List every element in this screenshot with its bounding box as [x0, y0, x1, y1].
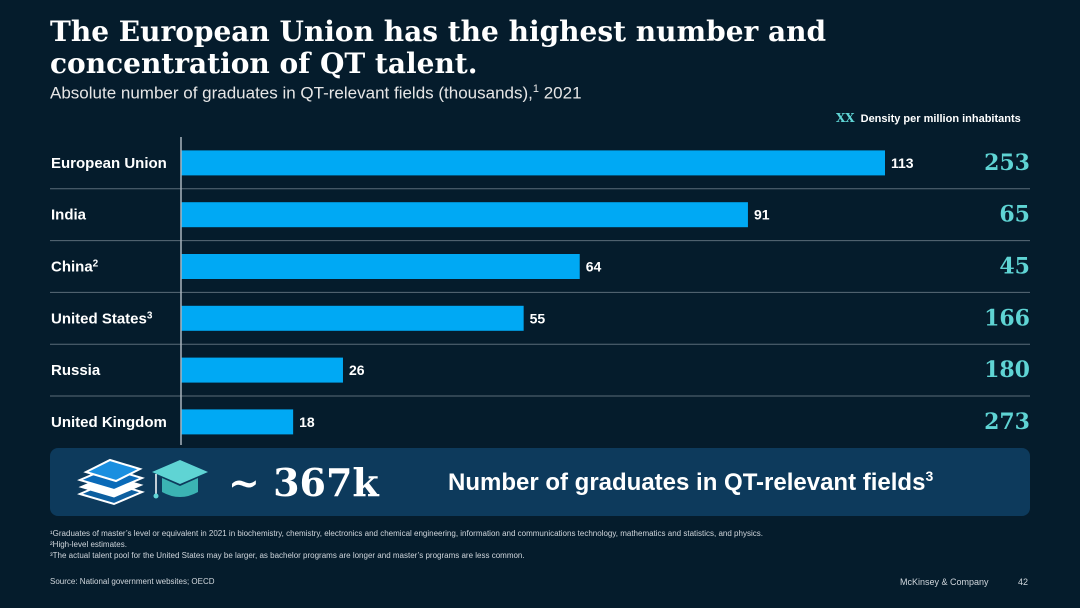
page-title: The European Union has the highest numbe… — [50, 15, 827, 80]
bar-value-label: 113 — [891, 155, 914, 171]
density-value: 45 — [999, 254, 1030, 280]
chart-subtitle: Absolute number of graduates in QT-relev… — [50, 83, 582, 103]
graduation-cap-icon — [152, 460, 208, 499]
density-legend: XX Density per million inhabitants — [836, 111, 1021, 125]
category-label: United States3 — [51, 310, 153, 327]
bar-value-label: 26 — [349, 362, 365, 378]
density-value: 166 — [984, 305, 1030, 331]
source-note: Source: National government websites; OE… — [50, 577, 215, 586]
footnotes: ¹Graduates of master’s level or equivale… — [50, 528, 1010, 561]
bar — [181, 357, 343, 383]
density-value: 65 — [999, 202, 1030, 228]
density-legend-marker: XX — [836, 111, 855, 125]
density-legend-text: Density per million inhabitants — [860, 113, 1021, 125]
graduates-callout: ~ 367k Number of graduates in QT-relevan… — [50, 448, 1030, 516]
total-graduates-label: Number of graduates in QT-relevant field… — [448, 468, 934, 496]
category-label: United Kingdom — [51, 414, 167, 431]
category-label: European Union — [51, 155, 167, 172]
bar — [181, 305, 524, 331]
books-icon — [77, 458, 145, 506]
bar — [181, 409, 294, 435]
bar-chart: European Union 113 253 India 91 65 China2 64 45 U… — [50, 137, 1030, 445]
bar — [181, 202, 748, 228]
brand-name: McKinsey & Company — [900, 577, 989, 587]
density-value: 253 — [984, 150, 1030, 176]
category-label: China2 — [51, 259, 99, 276]
bar — [181, 254, 580, 279]
density-value: 273 — [984, 409, 1030, 435]
footnote-3: ³The actual talent pool for the United S… — [50, 551, 525, 560]
category-label: Russia — [51, 362, 101, 379]
bar — [181, 150, 885, 176]
callout-icons — [77, 458, 208, 506]
bar-value-label: 64 — [586, 259, 602, 275]
footnote-2: ²High-level estimates. — [50, 540, 127, 549]
footnote-1: ¹Graduates of master’s level or equivale… — [50, 529, 763, 538]
total-graduates-value: ~ 367k — [228, 460, 379, 505]
bar-value-label: 55 — [530, 310, 546, 326]
bar-value-label: 18 — [299, 414, 315, 430]
page-number: 42 — [1018, 577, 1029, 587]
category-label: India — [51, 207, 87, 224]
bar-value-label: 91 — [754, 207, 770, 223]
density-value: 180 — [984, 357, 1030, 383]
